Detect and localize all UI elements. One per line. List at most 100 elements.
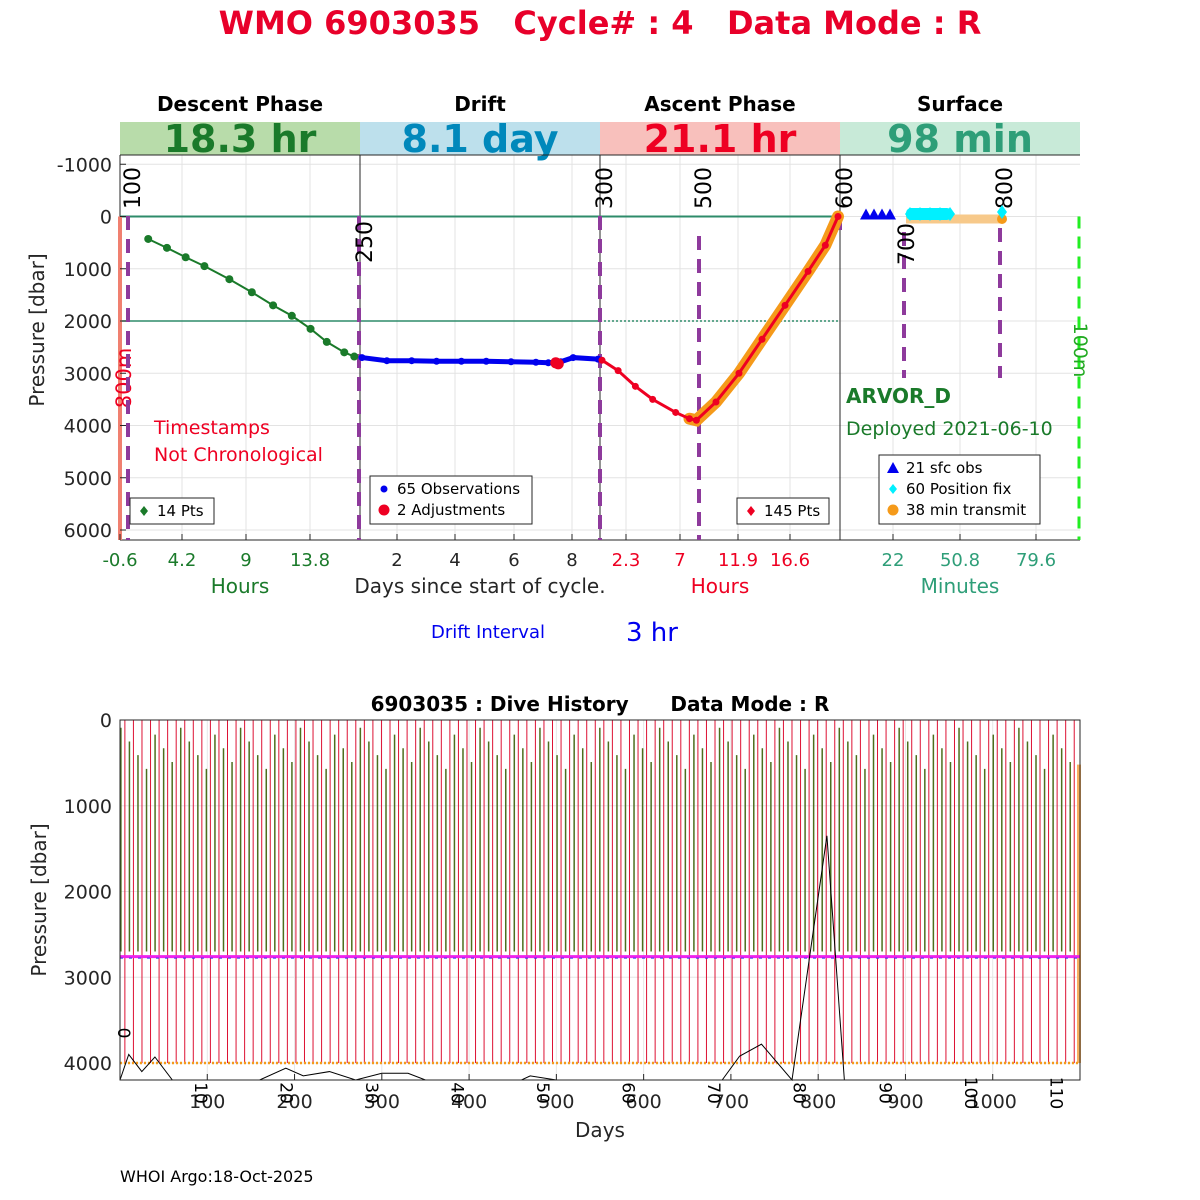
drift-point xyxy=(532,358,540,366)
ascent-trajectory xyxy=(601,215,840,422)
x-tick-label: 11.9 xyxy=(718,550,758,571)
phase-title: Drift xyxy=(454,92,506,116)
descent-point xyxy=(350,352,359,361)
x-tick-label: 2.3 xyxy=(612,550,641,571)
ascent-point xyxy=(672,408,680,416)
drift-point xyxy=(507,358,515,366)
surface-obs-point xyxy=(884,208,896,220)
x-tick-label: 16.6 xyxy=(770,550,810,571)
x-tick-label: 22 xyxy=(882,550,905,571)
y-tick-label: 6000 xyxy=(64,520,112,542)
cycle-tick-label: 20 xyxy=(276,1082,296,1104)
ascent-point xyxy=(712,398,720,406)
ascent-point xyxy=(685,415,693,423)
phase-marker-label: 500 xyxy=(692,167,717,209)
descent-point xyxy=(340,348,349,357)
position-fix-point xyxy=(925,207,935,221)
drift-point xyxy=(408,357,416,365)
ascent-point xyxy=(758,335,766,343)
cycle-tick-label: 40 xyxy=(447,1082,467,1104)
dive-history-chart: 6903035 : Dive History Data Mode : R 0 10… xyxy=(27,692,1081,1142)
phase-marker-label: 700 xyxy=(895,223,920,265)
drift-point xyxy=(482,357,490,365)
descent-point xyxy=(162,243,171,252)
left-edge-label: 800m xyxy=(112,348,136,409)
position-fix-point xyxy=(915,207,925,221)
x-tick-label: -0.6 xyxy=(102,550,137,571)
x-tick-label: 13.8 xyxy=(290,550,330,571)
platform-type: ARVOR_D xyxy=(846,384,951,408)
x-tick-label: 6 xyxy=(508,550,519,571)
current-cycle-bar xyxy=(1077,764,1081,1063)
phase-data-points xyxy=(144,205,1007,427)
x-tick-label: 100 xyxy=(189,1091,225,1113)
legend-marker xyxy=(887,462,899,473)
plot-frame xyxy=(119,719,1081,1081)
drift-point xyxy=(457,357,465,365)
drift-interval-value: 3 hr xyxy=(626,618,678,648)
x-tick-label: 9 xyxy=(240,550,251,571)
drift-interval-label: Drift Interval xyxy=(431,622,545,643)
x-tick-label: 79.6 xyxy=(1016,550,1056,571)
ascent-point xyxy=(649,395,657,403)
legend-marker xyxy=(140,506,148,516)
bottom-y-axis-label: Pressure [dbar] xyxy=(27,823,51,976)
legend-marker xyxy=(889,484,897,494)
deployment-date: Deployed 2021-06-10 xyxy=(846,418,1053,440)
top-axes: -1000 0 1000 2000 3000 4000 5000 6000 -0.6 4.2 9 13… xyxy=(57,154,1056,598)
cycle-tick-label: 100 xyxy=(960,1077,980,1109)
dive-history-title: 6903035 : Dive History Data Mode : R xyxy=(371,692,830,716)
descent-point xyxy=(306,324,315,333)
legend-box xyxy=(369,475,533,525)
legend-label: 60 Position fix xyxy=(906,480,1011,498)
warning-text-line2: Not Chronological xyxy=(154,444,323,466)
right-edge-label: 100m xyxy=(1069,323,1091,378)
phase-duration-value: 98 min xyxy=(887,117,1033,161)
phase-duration-value: 8.1 day xyxy=(402,117,559,161)
ascent-point xyxy=(781,301,789,309)
x-axis-unit-label: Days since start of cycle. xyxy=(354,574,605,598)
drift-point xyxy=(383,357,391,365)
x-axis-unit-label: Minutes xyxy=(921,574,1000,598)
cycle-tick-label: 80 xyxy=(789,1082,809,1104)
phase-marker-label: 250 xyxy=(353,221,378,263)
drift-point xyxy=(433,357,441,365)
ascent-point xyxy=(692,416,700,424)
x-tick-label: 1000 xyxy=(969,1091,1017,1113)
ascent-point xyxy=(804,267,812,275)
descent-point xyxy=(287,311,296,320)
x-tick-label: 4.2 xyxy=(168,550,197,571)
position-fix-point xyxy=(935,207,945,221)
y-tick-label: 3000 xyxy=(64,967,112,989)
position-fix-point xyxy=(905,207,915,221)
surface-obs-point xyxy=(868,208,880,220)
phase-marker-label: 800 xyxy=(993,167,1018,209)
cycle-tick-label: 0 xyxy=(113,1028,133,1039)
y-tick-label: 0 xyxy=(100,207,112,229)
y-tick-label: 0 xyxy=(100,710,112,732)
descent-point xyxy=(247,288,256,297)
ascent-point xyxy=(598,356,606,364)
dive-history-data xyxy=(119,720,1081,1082)
footer-credit: WHOI Argo:18-Oct-2025 xyxy=(120,1167,314,1186)
y-tick-label: 5000 xyxy=(64,468,112,490)
x-axis-unit-label: Hours xyxy=(211,574,270,598)
ascent-point xyxy=(821,241,829,249)
legend-label: 145 Pts xyxy=(764,502,820,520)
cycle-tick-label: 30 xyxy=(361,1082,381,1104)
top-y-axis-label: Pressure [dbar] xyxy=(25,253,49,406)
descent-point xyxy=(144,234,153,243)
ascent-point xyxy=(614,367,622,375)
x-tick-label: 400 xyxy=(451,1091,487,1113)
x-tick-label: 7 xyxy=(674,550,685,571)
cycle-tick-label: 50 xyxy=(532,1082,552,1104)
descent-point xyxy=(269,301,278,310)
x-axis-unit-label: Hours xyxy=(691,574,750,598)
y-tick-label: 4000 xyxy=(64,416,112,438)
cycle-tick-label: 70 xyxy=(703,1082,723,1104)
left-edge-bar xyxy=(118,216,122,540)
y-tick-label: 3000 xyxy=(64,363,112,385)
phase-title: Descent Phase xyxy=(157,92,323,116)
